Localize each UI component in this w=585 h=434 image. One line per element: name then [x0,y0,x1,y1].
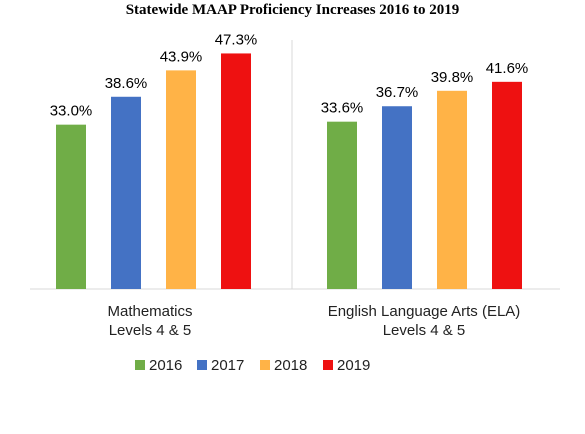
data-label-2017-cat0: 38.6% [105,75,148,92]
data-label-2016-cat0: 33.0% [50,103,93,120]
bar-2019-cat1 [492,81,522,289]
chart-title: Statewide MAAP Proficiency Increases 201… [125,2,460,18]
bar-2019-cat0 [221,53,251,289]
category-label-0-line1: Levels 4 & 5 [109,322,192,339]
chart-data-labels: 33.0% 33.6% 38.6% 36.7% 43.9% 39.8% 47.3% 41.6% [50,31,529,119]
category-label-0-line0: Mathematics [107,303,192,320]
legend-label-2016: 2016 [149,357,182,374]
data-label-2016-cat1: 33.6% [321,100,364,117]
data-label-2018-cat1: 39.8% [431,69,474,86]
category-label-1-line1: Levels 4 & 5 [383,322,466,339]
legend-swatch-2018 [260,360,270,370]
legend-swatch-2016 [135,360,145,370]
bar-2017-cat0 [111,96,141,289]
legend-swatch-2019 [323,360,333,370]
category-label-1-line0: English Language Arts (ELA) [328,303,521,320]
legend-label-2019: 2019 [337,357,370,374]
legend-label-2017: 2017 [211,357,244,374]
chart-bars [56,53,522,290]
data-label-2017-cat1: 36.7% [376,84,419,101]
data-label-2019-cat1: 41.6% [486,60,529,77]
bar-2018-cat1 [437,90,467,290]
data-label-2018-cat0: 43.9% [160,48,203,65]
legend-label-2018: 2018 [274,357,307,374]
bar-2016-cat1 [327,121,357,289]
chart-category-labels: Mathematics Levels 4 & 5 English Language … [107,303,520,339]
legend-swatch-2017 [197,360,207,370]
bar-2018-cat0 [166,70,196,290]
data-label-2019-cat0: 47.3% [215,31,258,48]
bar-2016-cat0 [56,124,86,289]
bar-2017-cat1 [382,106,412,289]
chart-legend: 2016 2017 2018 2019 [135,357,370,374]
